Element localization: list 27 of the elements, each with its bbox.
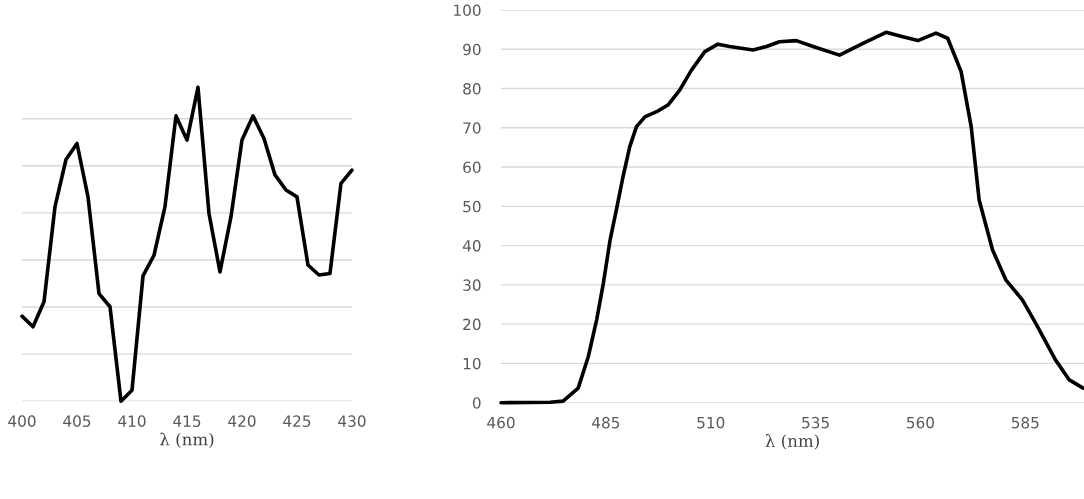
x-tick-label: 420 — [228, 415, 256, 427]
y-tick-label: 90 — [463, 43, 481, 56]
y-tick-label: 60 — [463, 161, 481, 174]
x-tick-label: 430 — [338, 415, 366, 427]
x-tick-label: 415 — [173, 415, 201, 427]
y-tick-label: 70 — [463, 122, 481, 134]
y-tick-label: 40 — [462, 240, 481, 252]
y-tick-label: 0 — [472, 397, 481, 409]
x-tick-label: 425 — [283, 415, 311, 427]
x-tick-label: 410 — [118, 415, 146, 427]
y-tick-label: 10 — [463, 357, 481, 370]
x-tick-label: 485 — [592, 416, 620, 429]
y-tick-label: 30 — [463, 279, 481, 291]
x-tick-label: 560 — [907, 416, 934, 429]
x-axis-title: λ (nm) — [159, 432, 214, 448]
line-series — [499, 30, 1084, 405]
x-tick-label: 585 — [1011, 416, 1039, 429]
y-tick-label: 50 — [463, 200, 481, 213]
x-tick-label: 405 — [63, 415, 91, 427]
y-tick-label: 100 — [454, 4, 481, 16]
x-tick-label: 510 — [697, 416, 725, 429]
x-axis-title: λ (nm) — [765, 434, 819, 450]
x-tick-label: 535 — [802, 416, 829, 429]
x-tick-label: 460 — [487, 416, 515, 429]
y-tick-label: 20 — [463, 318, 481, 331]
y-tick-label: 80 — [463, 82, 481, 95]
x-tick-label: 400 — [8, 415, 36, 427]
